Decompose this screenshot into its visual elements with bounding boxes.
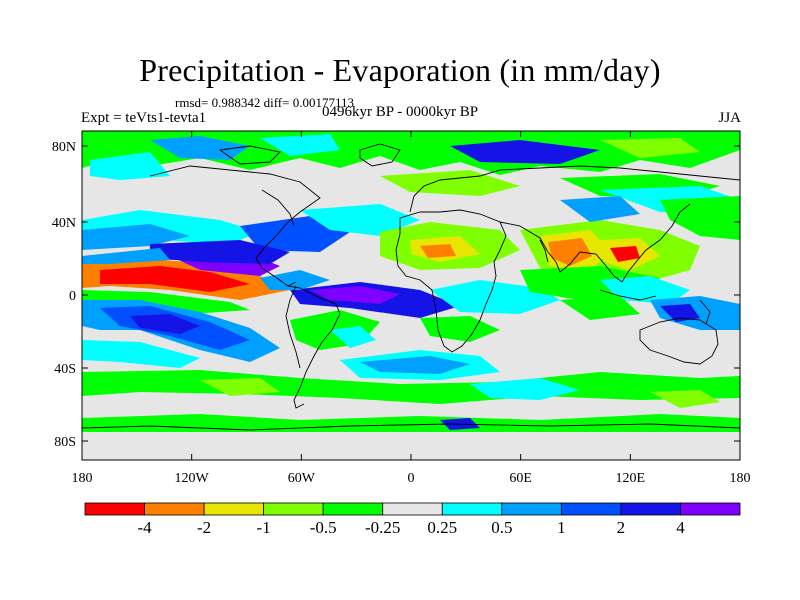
season-label: JJA	[718, 110, 741, 126]
colorbar-label: -4	[137, 518, 152, 537]
x-tick-label: 0	[408, 471, 415, 486]
colorbar	[84, 502, 741, 516]
colorbar-swatch	[203, 502, 265, 516]
colorbar-swatch	[560, 502, 622, 516]
colorbar-label: 4	[676, 518, 685, 537]
colorbar-swatch	[441, 502, 503, 516]
period-label: 0496kyr BP - 0000kyr BP	[322, 104, 479, 120]
colorbar-label: 2	[616, 518, 626, 537]
colorbar-swatch	[263, 502, 324, 516]
experiment-label: Expt = teVts1-tevta1	[81, 110, 207, 126]
colorbar-label: -0.5	[309, 518, 337, 537]
colorbar-swatch	[680, 502, 741, 516]
y-tick-label: 80N	[52, 140, 76, 155]
colorbar-label: 0.25	[427, 518, 458, 537]
colorbar-swatch	[322, 502, 384, 516]
x-tick-label: 180	[730, 471, 751, 486]
colorbar-label: 0.5	[491, 518, 513, 537]
x-tick-label: 60W	[288, 471, 316, 486]
y-tick-label: 40N	[52, 216, 76, 231]
colorbar-swatch	[382, 502, 443, 516]
x-tick-label: 120W	[175, 471, 210, 486]
x-tick-label: 120E	[616, 471, 646, 486]
statistics-text: rmsd= 0.988342 diff= 0.00177113	[175, 95, 354, 110]
coastlines	[82, 143, 740, 431]
colorbar-swatch	[84, 502, 145, 516]
colorbar-swatch	[144, 502, 205, 516]
y-axis: 80N 40N 0 40S 80S	[52, 140, 740, 450]
x-tick-label: 60E	[509, 471, 532, 486]
map-title: Precipitation - Evaporation (in mm/day)	[139, 52, 661, 88]
colorbar-swatch	[501, 502, 562, 516]
colorbar-label: 1	[557, 518, 566, 537]
colorbar-swatch	[620, 502, 681, 516]
y-tick-label: 0	[69, 289, 76, 304]
y-tick-label: 40S	[54, 362, 76, 377]
x-tick-label: 180	[72, 471, 93, 486]
colorbar-label: -2	[196, 518, 212, 537]
colorbar-label: -0.25	[365, 518, 401, 537]
x-axis: 180 120W 60W 0 60E 120E 180	[72, 131, 751, 486]
colorbar-label: -1	[256, 518, 271, 537]
y-tick-label: 80S	[54, 435, 76, 450]
